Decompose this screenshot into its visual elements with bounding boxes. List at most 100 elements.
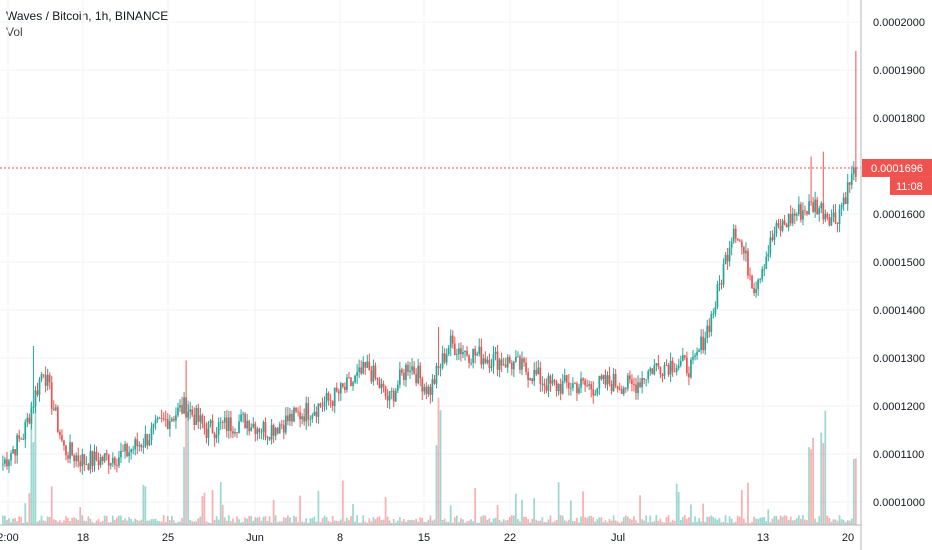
candle-body <box>120 450 122 458</box>
volume-bar <box>238 519 240 525</box>
volume-bar <box>52 519 55 525</box>
candle-body <box>734 228 737 239</box>
candle-body <box>350 377 352 386</box>
volume-bar <box>384 497 387 525</box>
candle-body <box>767 253 770 257</box>
candle-body <box>415 373 417 384</box>
chart-grid <box>0 0 861 525</box>
candle-body <box>18 435 21 439</box>
candle-body <box>793 213 796 216</box>
candle-body <box>46 374 49 386</box>
volume-bar <box>18 516 21 525</box>
volume-bar <box>710 515 713 525</box>
volume-bar <box>219 481 222 525</box>
price-tick-label: 0.0001500 <box>873 257 925 269</box>
volume-bar <box>250 516 253 525</box>
candle-body <box>494 351 497 354</box>
volume-bar <box>677 492 680 525</box>
candle-body <box>681 355 684 361</box>
candle-body <box>555 381 558 391</box>
time-tick-label: 15 <box>418 532 430 544</box>
volume-bar <box>225 520 228 525</box>
candle-body <box>588 384 591 386</box>
volume-bar <box>132 521 135 525</box>
candle-body <box>132 449 135 451</box>
volume-bar <box>240 522 242 525</box>
candle-body <box>437 365 440 368</box>
volume-bar <box>63 520 65 525</box>
volume-bars <box>2 397 857 525</box>
volume-indicator-label[interactable]: Vol <box>6 25 23 39</box>
volume-bar <box>252 521 255 525</box>
volume-bar <box>307 522 310 525</box>
candle-body <box>747 250 749 276</box>
candle-body <box>360 367 363 374</box>
candle-body <box>158 418 161 419</box>
volume-bar <box>177 521 179 525</box>
candle-body <box>584 380 586 386</box>
volume-bar <box>142 485 145 525</box>
volume-bar <box>759 517 762 525</box>
candle-body <box>441 353 444 368</box>
candle-body <box>769 237 772 254</box>
volume-bar <box>458 522 460 525</box>
volume-bar <box>248 515 251 525</box>
candle-body <box>852 167 855 174</box>
volume-bar <box>675 483 678 525</box>
candle-body <box>305 403 308 422</box>
candle-body <box>69 442 71 459</box>
candle-body <box>173 418 175 421</box>
volume-bar <box>10 522 12 525</box>
volume-bar <box>637 522 639 525</box>
volume-bar <box>120 515 122 525</box>
candle-body <box>289 413 291 422</box>
candle-body <box>433 379 436 384</box>
volume-bar <box>360 522 363 525</box>
volume-bar <box>834 519 837 525</box>
price-tick-label: 0.0001200 <box>873 401 925 413</box>
volume-bar <box>557 482 560 525</box>
volume-bar <box>816 522 819 525</box>
volume-bar <box>199 516 202 525</box>
candle-body <box>820 203 823 209</box>
volume-bar <box>779 515 782 525</box>
volume-bar <box>797 515 800 525</box>
volume-bar <box>378 516 381 525</box>
candle-body <box>427 386 430 395</box>
candle-body <box>506 357 509 368</box>
time-tick-label: Jul <box>611 532 625 544</box>
volume-bar <box>411 519 413 525</box>
candle-body <box>521 358 523 370</box>
candle-body <box>785 224 788 228</box>
candle-body <box>743 247 745 254</box>
candle-body <box>569 388 572 389</box>
volume-bar <box>455 515 458 525</box>
candle-body <box>458 348 460 355</box>
volume-bar <box>150 519 153 525</box>
candle-body <box>529 378 531 381</box>
volume-bar <box>99 522 102 525</box>
volume-bar <box>327 520 330 525</box>
volume-bar <box>26 522 29 525</box>
volume-bar <box>101 520 104 525</box>
volume-bar <box>321 518 324 525</box>
candle-body <box>439 367 442 369</box>
candle-body <box>65 445 67 456</box>
volume-bar <box>745 522 747 525</box>
candle-body <box>649 368 652 372</box>
volume-bar <box>629 518 631 525</box>
volume-bar <box>582 491 584 525</box>
volume-bar <box>77 519 80 525</box>
volume-bar <box>688 517 690 525</box>
volume-bar <box>260 520 263 525</box>
volume-bar <box>635 520 637 525</box>
volume-bar <box>453 517 456 525</box>
volume-bar <box>311 517 314 525</box>
candle-body <box>614 373 617 387</box>
candle-body <box>213 433 216 439</box>
volume-bar <box>722 521 725 525</box>
volume-bar <box>555 519 558 525</box>
candle-body <box>840 204 843 209</box>
candle-body <box>268 436 271 440</box>
